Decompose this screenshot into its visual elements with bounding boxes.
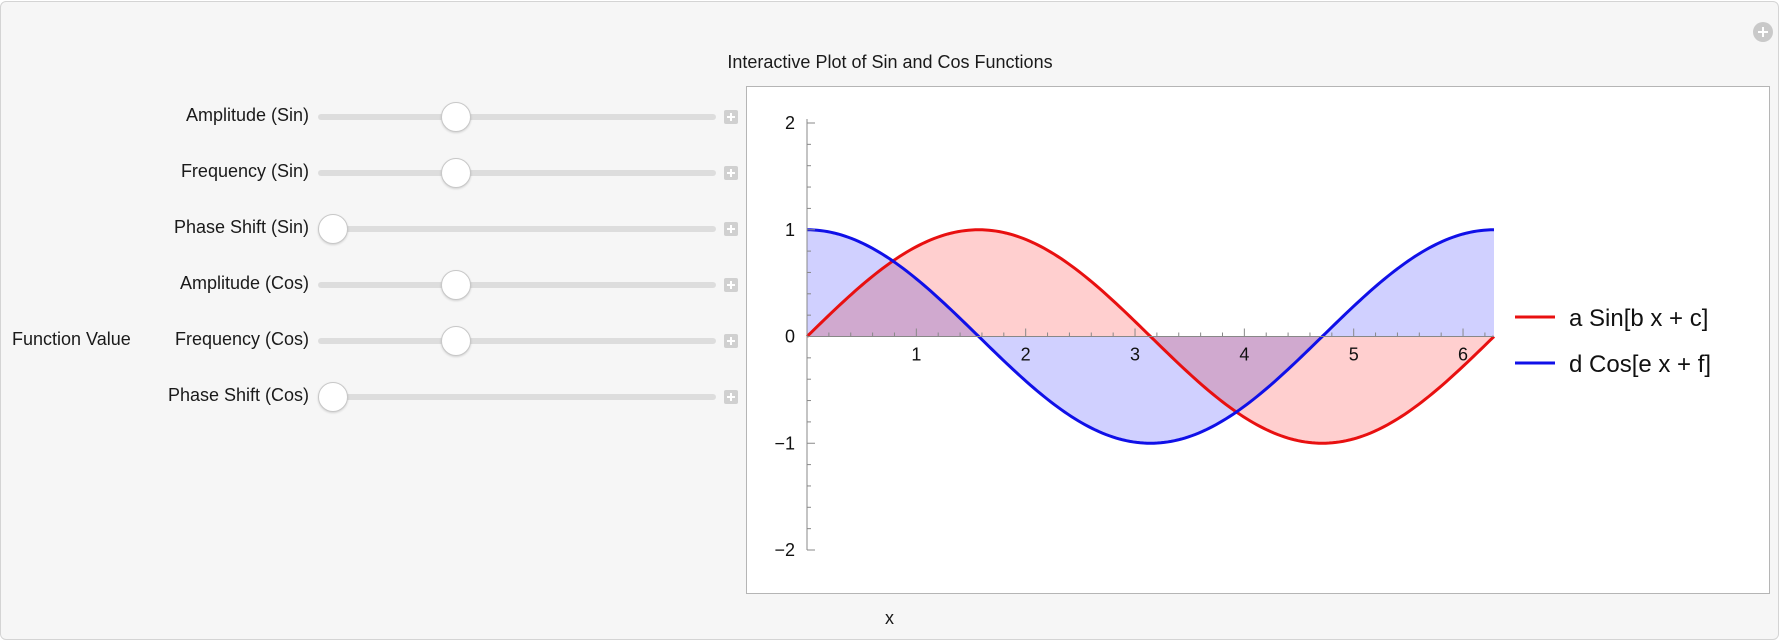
amplitude-sin-label: Amplitude (Sin): [185, 105, 309, 125]
x-tick-label: 1: [911, 345, 921, 365]
phase-shift-cos-expand-icon[interactable]: [724, 390, 738, 404]
frequency-sin-slider-thumb[interactable]: [440, 158, 471, 188]
x-tick-label: 4: [1239, 345, 1249, 365]
amplitude-cos-expand-icon[interactable]: [724, 278, 738, 292]
phase-shift-sin-slider[interactable]: [318, 214, 716, 244]
y-tick-label: −1: [774, 433, 795, 453]
y-tick-label: −2: [774, 540, 795, 560]
y-tick-label: 1: [785, 220, 795, 240]
sin-cos-chart: 1 2 3 4 5 6 2 1 0 −1 −2 a Sin[b x + c] d Cos[e x + f…: [774, 113, 1711, 560]
amplitude-cos-slider[interactable]: [318, 270, 716, 300]
frequency-cos-expand-icon[interactable]: [724, 334, 738, 348]
phase-shift-cos-control: Phase Shift (Cos): [0, 377, 745, 417]
frequency-sin-control: Frequency (Sin): [0, 153, 745, 193]
amplitude-sin-slider[interactable]: [318, 102, 716, 132]
phase-shift-sin-expand-icon[interactable]: [724, 222, 738, 236]
y-axis-label: Function Value: [12, 329, 131, 349]
amplitude-sin-slider-thumb[interactable]: [440, 102, 471, 132]
frequency-sin-expand-icon[interactable]: [724, 166, 738, 180]
frequency-cos-control: Frequency (Cos): [0, 321, 745, 361]
add-icon[interactable]: [1753, 22, 1773, 42]
phase-shift-sin-label: Phase Shift (Sin): [173, 217, 309, 237]
phase-shift-cos-slider-thumb[interactable]: [318, 382, 348, 412]
phase-shift-cos-label: Phase Shift (Cos): [167, 385, 309, 405]
y-tick-label: 2: [785, 113, 795, 133]
x-tick-label: 5: [1349, 345, 1359, 365]
phase-shift-sin-control: Phase Shift (Sin): [0, 209, 745, 249]
amplitude-sin-control: Amplitude (Sin): [0, 97, 745, 137]
plot-title: Interactive Plot of Sin and Cos Function…: [727, 52, 1053, 72]
frequency-cos-slider[interactable]: [318, 326, 716, 356]
amplitude-sin-expand-icon[interactable]: [724, 110, 738, 124]
frequency-sin-label: Frequency (Sin): [180, 161, 309, 181]
x-tick-label: 3: [1130, 345, 1140, 365]
y-tick-label: 0: [785, 327, 795, 347]
x-tick-label: 2: [1021, 345, 1031, 365]
legend-label-2: d Cos[e x + f]: [1569, 351, 1711, 378]
x-tick-label: 6: [1458, 345, 1468, 365]
x-axis-label: x: [885, 608, 894, 628]
legend-label-1: a Sin[b x + c]: [1569, 305, 1708, 332]
amplitude-cos-control: Amplitude (Cos): [0, 265, 745, 305]
frequency-cos-label: Frequency (Cos): [174, 329, 309, 349]
series-2-line: [806, 228, 1495, 445]
frequency-sin-slider[interactable]: [318, 158, 716, 188]
plot-frame: 1 2 3 4 5 6 2 1 0 −1 −2 a Sin[b x + c] d Cos[e x + f…: [746, 86, 1770, 594]
phase-shift-cos-slider[interactable]: [318, 382, 716, 412]
amplitude-cos-label: Amplitude (Cos): [179, 273, 309, 293]
frequency-cos-slider-thumb[interactable]: [440, 326, 471, 356]
phase-shift-sin-slider-thumb[interactable]: [318, 214, 348, 244]
amplitude-cos-slider-thumb[interactable]: [440, 270, 471, 300]
